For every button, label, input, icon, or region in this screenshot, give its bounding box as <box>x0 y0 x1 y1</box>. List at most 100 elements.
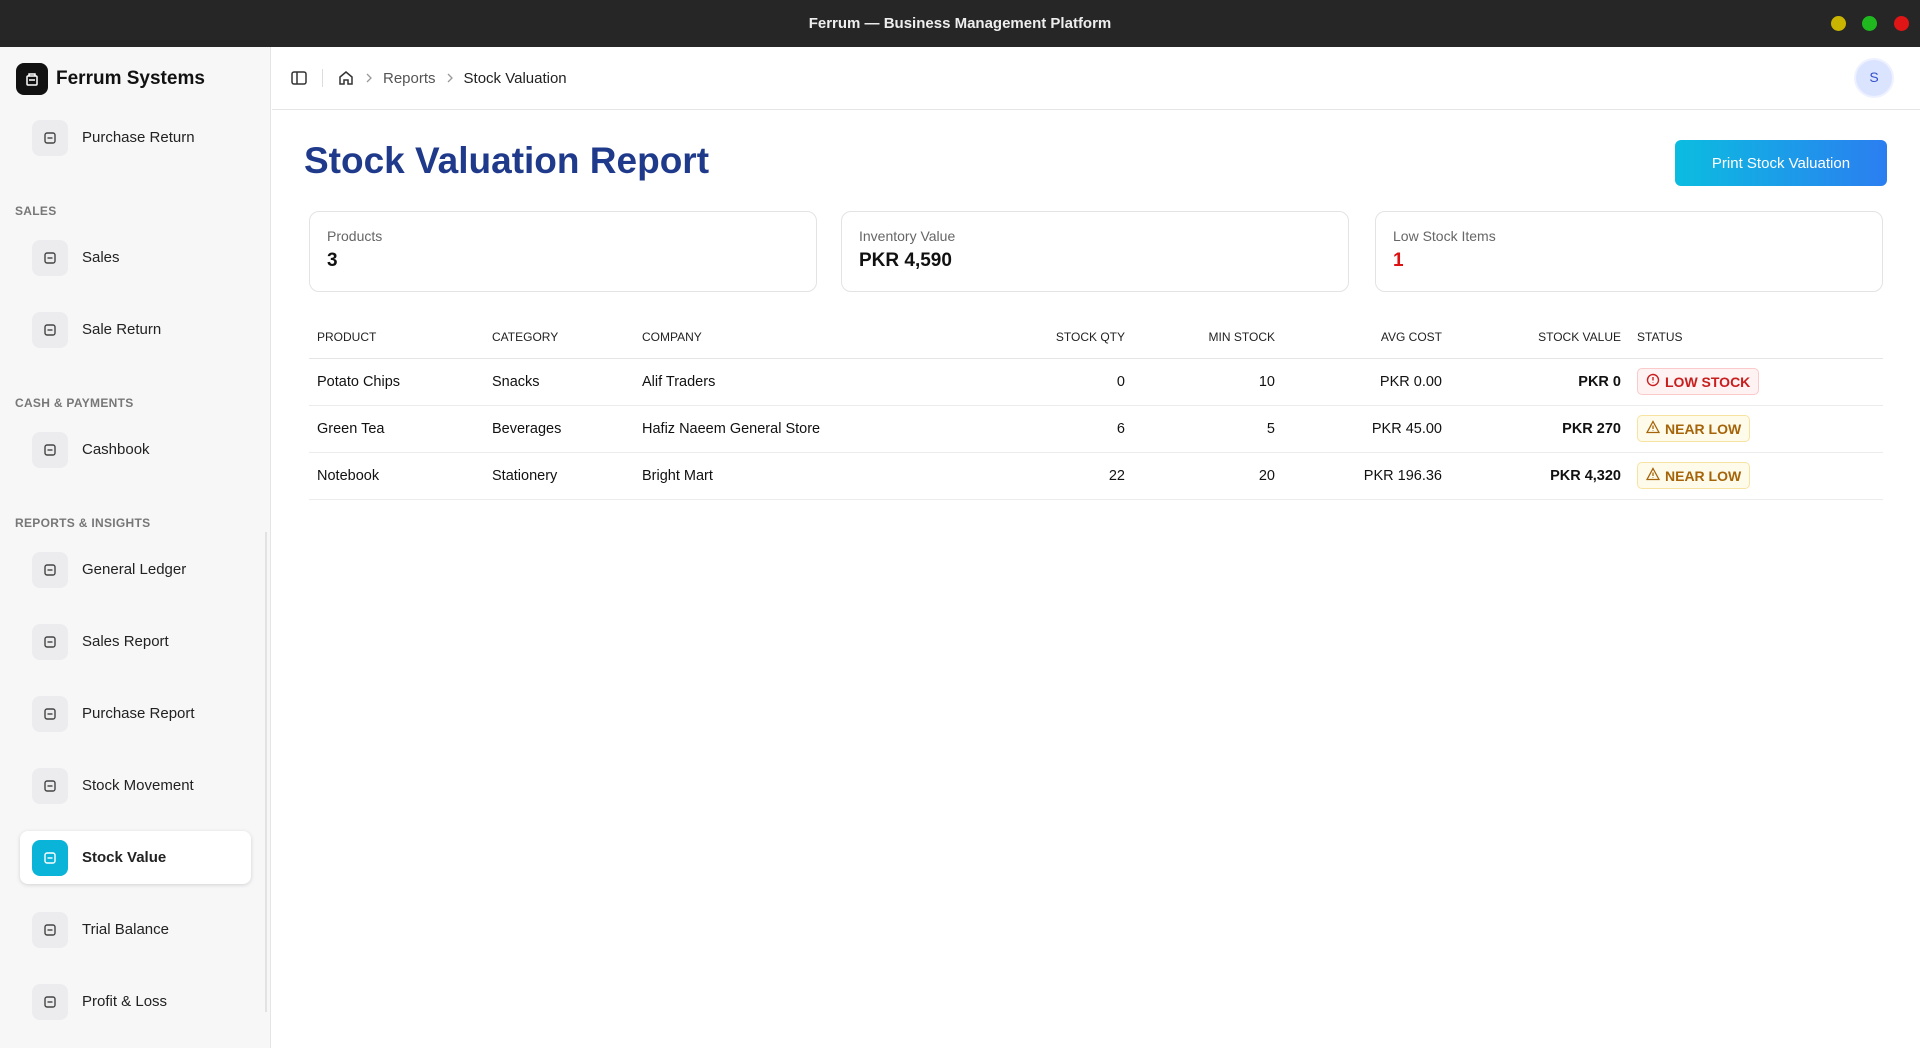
stock-table: PRODUCT CATEGORY COMPANY STOCK QTY MIN STOCK… <box>309 316 1883 500</box>
stat-value: PKR 4,590 <box>859 250 952 271</box>
table-cell: PKR 0.00 <box>1283 358 1450 406</box>
chevron <box>365 70 373 87</box>
stat-value: 1 <box>1393 250 1404 271</box>
nav-icon <box>32 119 68 156</box>
status-label: NEAR LOW <box>1665 420 1742 437</box>
nav-item[interactable]: Purchase Return <box>20 111 251 164</box>
nav-item[interactable]: Sale Return <box>20 303 251 356</box>
status-badge: NEAR LOW <box>1637 462 1751 489</box>
nav-icon <box>32 695 68 732</box>
column-header: MIN STOCK <box>1133 316 1283 359</box>
status-icon <box>1645 420 1661 437</box>
nav-label: Stock Value <box>82 849 167 866</box>
table-cell: Snacks <box>484 358 634 406</box>
stat-card: Products 3 <box>309 211 817 292</box>
close[interactable] <box>1894 16 1909 31</box>
status-badge: LOW STOCK <box>1637 368 1760 395</box>
nav-label: Trial Balance <box>82 921 169 938</box>
brand: Ferrum Systems <box>16 63 205 95</box>
nav-item[interactable]: Sales Report <box>20 615 251 668</box>
table-cell: Bright Mart <box>634 452 1000 500</box>
nav-item[interactable]: Stock Movement <box>20 759 251 812</box>
nav-label: Purchase Return <box>82 129 195 146</box>
nav-icon <box>32 839 68 876</box>
stat-value: 3 <box>327 250 338 271</box>
nav-item[interactable]: Trial Balance <box>20 903 251 956</box>
nav-item[interactable]: General Ledger <box>20 543 251 596</box>
nav-item[interactable]: Purchase Report <box>20 687 251 740</box>
status-badge: NEAR LOW <box>1637 415 1751 442</box>
nav-item[interactable]: Stock Value <box>20 831 251 884</box>
stat-label: Products <box>327 228 383 244</box>
table-row: Green Tea Beverages Hafiz Naeem General St… <box>309 405 1883 453</box>
table-cell: 0 <box>1000 358 1133 406</box>
table-row: Notebook Stationery Bright Mart 22 20 PKR 196… <box>309 452 1883 500</box>
table-cell: Stationery <box>484 452 634 500</box>
topbar: Reports Stock Valuation S <box>272 47 1920 110</box>
nav-label: Stock Movement <box>82 777 194 794</box>
table-cell: Potato Chips <box>309 358 484 406</box>
stat-card: Inventory Value PKR 4,590 <box>841 211 1349 292</box>
table-cell: Notebook <box>309 452 484 500</box>
stat-card: Low Stock Items 1 <box>1375 211 1883 292</box>
nav-label: Purchase Report <box>82 705 195 722</box>
nav-label: General Ledger <box>82 561 187 578</box>
home[interactable] <box>337 69 355 87</box>
column-header: AVG COST <box>1283 316 1450 359</box>
table-cell: PKR 0 <box>1450 358 1629 406</box>
column-header: STOCK VALUE <box>1450 316 1629 359</box>
nav-icon <box>32 911 68 948</box>
table-cell: 5 <box>1133 405 1283 453</box>
table-cell: Alif Traders <box>634 358 1000 406</box>
column-header: STATUS <box>1629 316 1883 359</box>
status-label: LOW STOCK <box>1665 373 1751 390</box>
nav-label: Cashbook <box>82 441 150 458</box>
nav: Purchase Return SALES Sales Sale Return CASH… <box>0 111 270 1047</box>
logo <box>16 63 48 95</box>
nav-item[interactable]: Sales <box>20 231 251 284</box>
status-cell: NEAR LOW <box>1629 452 1883 500</box>
breadcrumb: Reports Stock Valuation <box>355 70 567 87</box>
nav-icon <box>32 623 68 660</box>
table-cell: 20 <box>1133 452 1283 500</box>
table-cell: Green Tea <box>309 405 484 453</box>
table-cell: PKR 45.00 <box>1283 405 1450 453</box>
table-cell: PKR 196.36 <box>1283 452 1450 500</box>
status-label: NEAR LOW <box>1665 467 1742 484</box>
nav-label: Sale Return <box>82 321 162 338</box>
table-cell: PKR 270 <box>1450 405 1629 453</box>
page-title: Stock Valuation Report <box>304 140 710 181</box>
nav-label: Sales <box>82 249 120 266</box>
status-cell: NEAR LOW <box>1629 405 1883 453</box>
brand-name: Ferrum Systems <box>56 68 205 89</box>
nav-section: CASH & PAYMENTS <box>15 396 134 410</box>
print-button[interactable]: Print Stock Valuation <box>1675 140 1887 186</box>
nav-label: Profit & Loss <box>82 993 168 1010</box>
table-cell: PKR 4,320 <box>1450 452 1629 500</box>
nav-section: SALES <box>15 204 57 218</box>
table-cell: Beverages <box>484 405 634 453</box>
nav-item[interactable]: Profit & Loss <box>20 975 251 1028</box>
nav-icon <box>32 311 68 348</box>
column-header: PRODUCT <box>309 316 484 359</box>
nav-section: REPORTS & INSIGHTS <box>15 516 151 530</box>
breadcrumb-item[interactable]: Reports <box>383 69 436 87</box>
sidebar: Ferrum Systems Purchase Return SALES Sales… <box>0 47 271 1048</box>
scrollbar[interactable] <box>265 532 267 1012</box>
breadcrumb-item: Stock Valuation <box>463 69 567 87</box>
sidebar-toggle[interactable] <box>290 69 308 87</box>
column-header: CATEGORY <box>484 316 634 359</box>
maximize[interactable] <box>1862 16 1877 31</box>
table-cell: 6 <box>1000 405 1133 453</box>
chevron <box>446 70 454 87</box>
avatar[interactable]: S <box>1856 60 1892 96</box>
nav-label: Sales Report <box>82 633 169 650</box>
table-cell: 10 <box>1133 358 1283 406</box>
nav-icon <box>32 551 68 588</box>
table-cell: 22 <box>1000 452 1133 500</box>
nav-icon <box>32 767 68 804</box>
minimize[interactable] <box>1831 16 1846 31</box>
nav-icon <box>32 983 68 1020</box>
nav-item[interactable]: Cashbook <box>20 423 251 476</box>
